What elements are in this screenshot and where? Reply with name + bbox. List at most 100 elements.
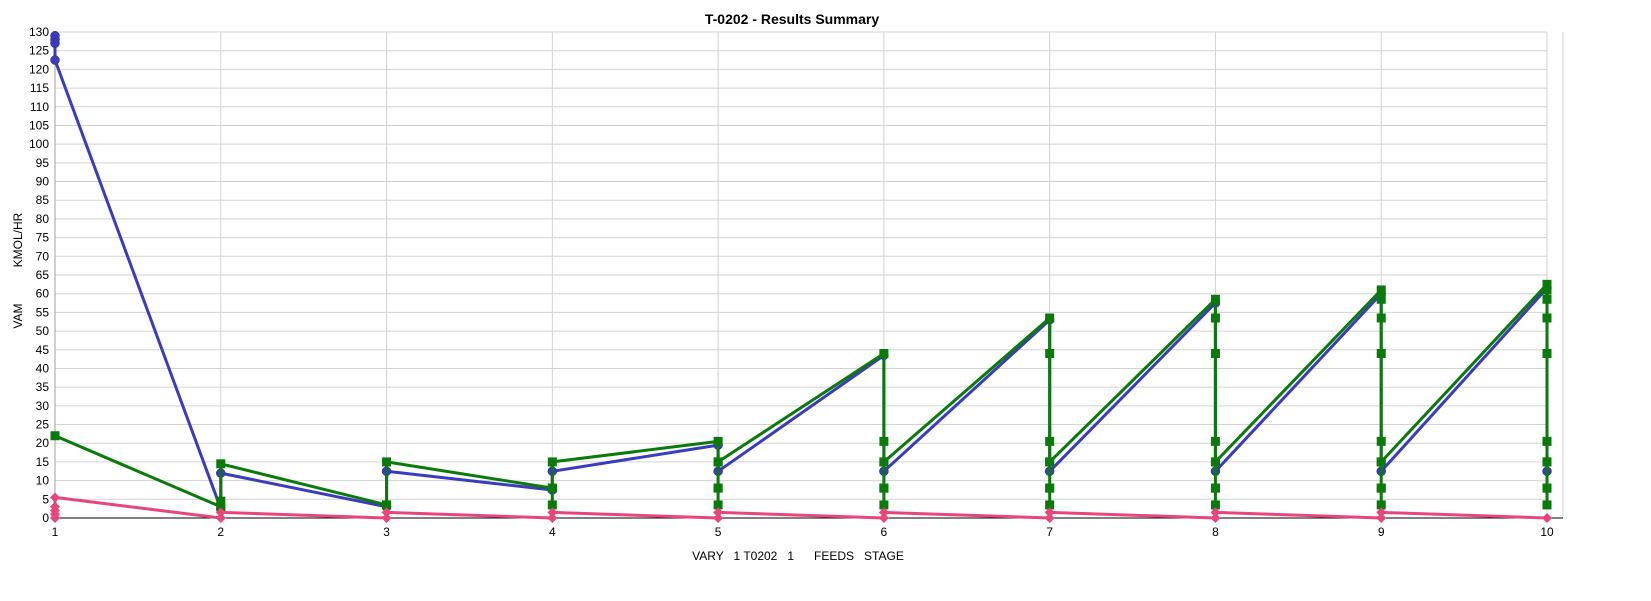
data-point [1542,349,1552,359]
data-point [713,513,724,523]
y-tick-label: 130 [29,25,49,39]
x-tick-label: 10 [1540,525,1554,539]
y-tick-label: 100 [29,137,49,151]
data-point [216,496,226,506]
chart-title: T-0202 - Results Summary [705,11,880,27]
data-point [215,513,226,523]
data-point [1376,457,1386,467]
y-tick-label: 75 [36,231,50,245]
y-tick-label: 20 [36,436,50,450]
y-tick-label: 40 [36,361,50,375]
data-point [1542,313,1552,323]
y-tick-label: 15 [36,455,50,469]
y-tick-label: 50 [36,324,50,338]
y-tick-label: 60 [36,287,50,301]
data-point [1376,313,1386,323]
data-point [1044,507,1055,518]
data-point [382,500,392,510]
data-point [50,492,60,503]
y-axis-label-line: VAM [11,303,25,328]
y-tick-label: 65 [36,268,50,282]
data-point [1045,500,1055,510]
data-point [1376,507,1387,518]
data-point [1542,500,1552,510]
series-2 [50,279,1552,512]
data-point [1376,436,1386,446]
data-point [1542,294,1552,304]
y-tick-label: 80 [36,212,50,226]
data-point [547,457,557,467]
data-point [878,513,889,523]
data-point [547,483,557,493]
data-point [381,513,392,523]
series-layer [50,30,1552,523]
data-point [1542,285,1552,295]
data-point [1210,349,1220,359]
data-point [713,507,724,518]
data-point [1045,483,1055,493]
data-point [50,38,60,48]
y-tick-label: 110 [30,100,49,114]
data-point [1045,436,1055,446]
data-point [1210,513,1221,523]
data-point [879,349,889,359]
series-line [54,282,1549,509]
y-tick-label: 25 [36,418,50,432]
y-tick-labels: 0 5 10 15 20 25 30 35 40 45 50 55 60 65 70 75 80 85 90 95 10… [29,25,49,525]
y-tick-label: 55 [36,305,50,319]
y-axis-label: VAM KMOL/HR [11,212,25,328]
data-point [1376,500,1386,510]
data-point [713,436,723,446]
data-point [381,507,392,518]
data-point [1376,294,1386,304]
data-point [1210,294,1220,304]
x-tick-label: 5 [715,525,722,539]
y-tick-label: 125 [29,44,49,58]
y-tick-label: 10 [36,474,50,488]
x-axis-label: VARY 1 T0202 1 FEEDS STAGE [692,549,904,563]
y-tick-label: 95 [36,156,50,170]
data-point [1210,507,1221,518]
data-point [215,507,226,518]
data-point [1045,349,1055,359]
y-tick-label: 35 [36,380,50,394]
data-point [1210,457,1220,467]
data-point [1210,483,1220,493]
data-point [879,436,889,446]
data-point [1376,349,1386,359]
data-point [1376,285,1386,295]
data-point [1542,436,1552,446]
x-tick-label: 2 [217,525,224,539]
data-point [713,457,723,467]
x-tick-label: 1 [52,525,59,539]
y-tick-label: 120 [29,62,49,76]
data-point [879,457,889,467]
data-point [1542,513,1552,523]
x-tick-label: 6 [881,525,888,539]
data-point [547,507,558,518]
y-tick-label: 115 [30,81,49,95]
data-point [216,459,226,469]
series-1 [50,30,1552,514]
x-tick-label: 4 [549,525,556,539]
data-point [50,501,60,512]
y-tick-label: 30 [36,399,50,413]
data-point [1045,313,1055,323]
data-point [879,483,889,493]
data-point [879,500,889,510]
grid-layer [54,31,1564,519]
x-tick-label: 3 [383,525,390,539]
data-point [382,457,392,467]
data-point [1044,513,1055,523]
y-tick-label: 90 [36,175,50,189]
data-point [1376,483,1386,493]
data-point [1210,313,1220,323]
y-tick-label: 70 [36,249,50,263]
series-3 [50,492,1552,523]
data-point [1376,513,1387,523]
x-tick-labels: 1 2 3 4 5 6 7 8 9 10 [52,525,1554,539]
y-tick-label: 105 [29,118,49,132]
x-tick-label: 8 [1212,525,1219,539]
